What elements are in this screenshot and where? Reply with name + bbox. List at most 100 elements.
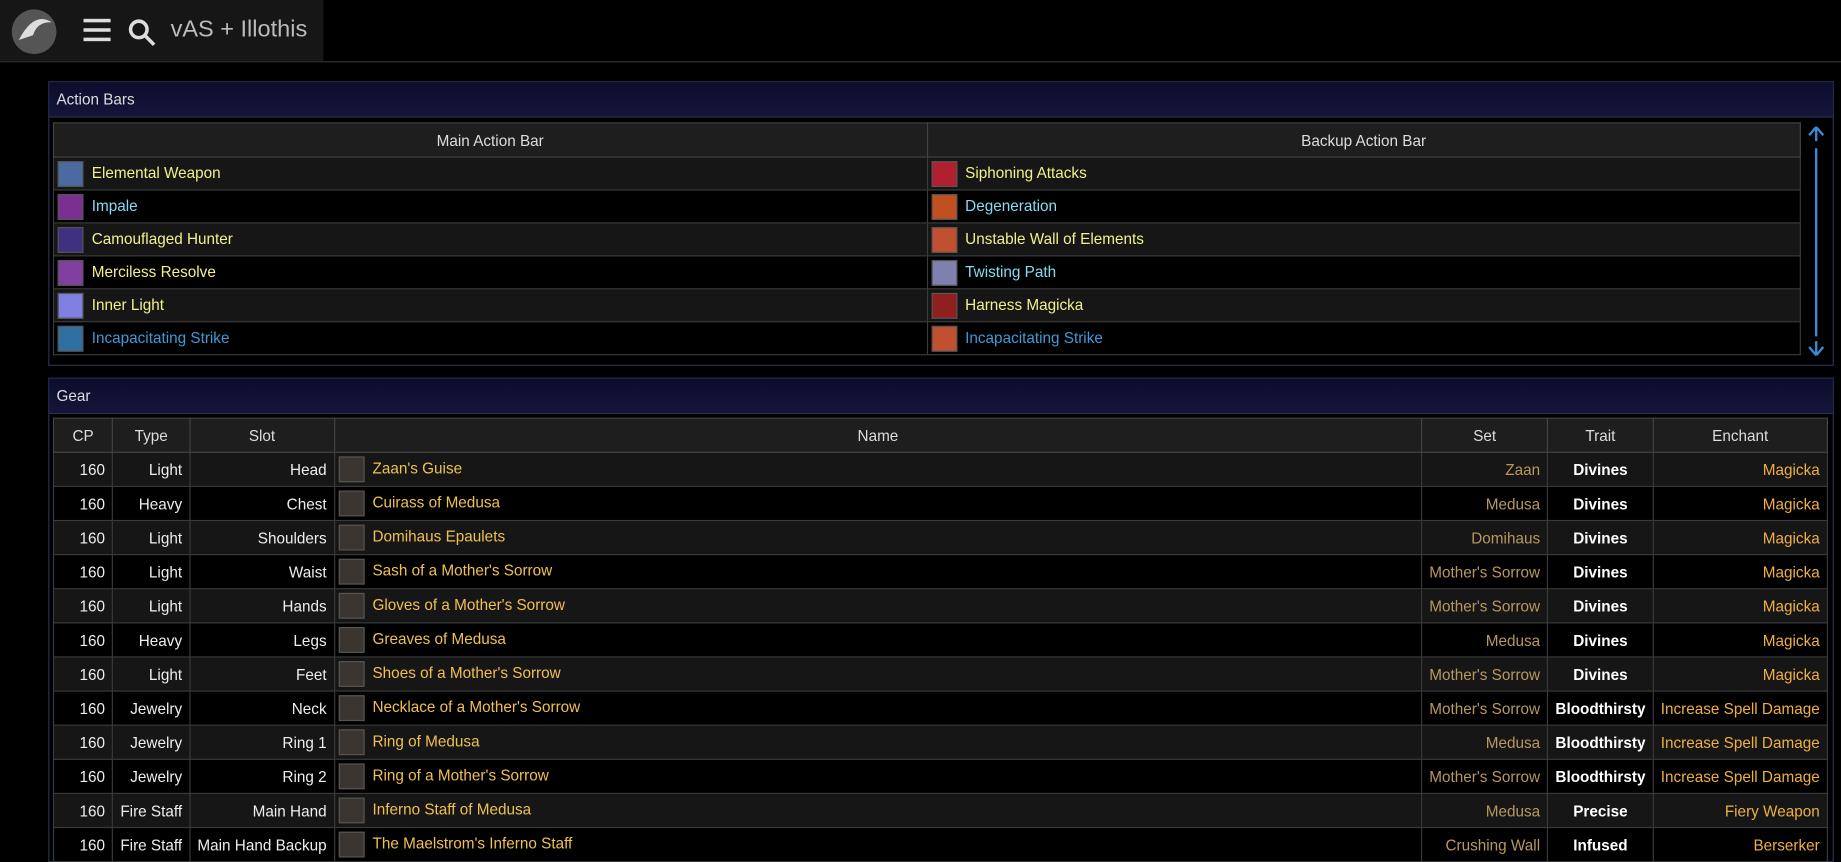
search-icon[interactable]: [128, 19, 156, 47]
item-icon: [338, 695, 365, 722]
slot-cell: Hands: [189, 588, 335, 624]
enchant-cell: Magicka: [1652, 554, 1828, 590]
trait: Divines: [1573, 596, 1628, 615]
item-icon: [338, 490, 365, 517]
action-bar-table: Main Action Bar Backup Action Bar Elementa…: [52, 122, 1801, 356]
cp: 160: [79, 665, 106, 683]
scrollbar[interactable]: [1804, 125, 1828, 360]
type-cell: Jewelry: [112, 758, 191, 795]
set: Medusa: [1485, 631, 1541, 649]
cp-cell: 160: [52, 588, 114, 624]
trait: Divines: [1573, 494, 1628, 513]
trait-cell: Divines: [1547, 588, 1654, 624]
trait-cell: Precise: [1547, 792, 1654, 829]
enchant-cell: Increase Spell Damage: [1652, 690, 1828, 726]
item-name[interactable]: Ring of Medusa: [372, 732, 480, 750]
skill-cell: Camouflaged Hunter: [52, 222, 928, 257]
slot: Chest: [286, 494, 327, 513]
cp-cell: 160: [52, 792, 114, 829]
item-name[interactable]: Sash of a Mother's Sorrow: [372, 561, 553, 580]
item-name-cell: Inferno Staff of Medusa: [333, 792, 1423, 829]
slot: Shoulders: [257, 528, 327, 547]
slot-cell: Head: [189, 451, 335, 487]
column-header: Type: [112, 417, 191, 453]
skill-name[interactable]: Incapacitating Strike: [965, 328, 1103, 346]
item-name[interactable]: Zaan's Guise: [372, 459, 463, 477]
item-icon: [338, 524, 365, 551]
skill-cell: Merciless Resolve: [52, 255, 928, 290]
item-name[interactable]: Cuirass of Medusa: [372, 493, 500, 512]
item-name-cell: Gloves of a Mother's Sorrow: [333, 588, 1423, 624]
cp-cell: 160: [52, 622, 114, 658]
set: Mother's Sorrow: [1429, 596, 1541, 615]
skill-row: Elemental Weapon Siphoning Attacks: [52, 156, 1801, 191]
slot: Legs: [293, 631, 327, 649]
skill-name[interactable]: Unstable Wall of Elements: [965, 229, 1144, 247]
slot-cell: Legs: [189, 622, 335, 658]
item-icon: [338, 831, 365, 858]
type: Light: [148, 528, 183, 547]
type: Heavy: [138, 631, 183, 649]
skill-name[interactable]: Siphoning Attacks: [965, 163, 1087, 182]
item-name-cell: Greaves of Medusa: [333, 622, 1423, 658]
trait: Divines: [1573, 665, 1628, 683]
skill-icon: [57, 193, 84, 220]
skill-name[interactable]: Elemental Weapon: [91, 163, 221, 182]
cp: 160: [79, 494, 106, 513]
header-row: CP Type Slot Name Set Trait Enchant: [52, 417, 1828, 453]
set-cell: Domihaus: [1421, 519, 1549, 556]
skill-cell: Inner Light: [52, 288, 928, 323]
skill-name[interactable]: Camouflaged Hunter: [91, 229, 233, 247]
item-name[interactable]: Shoes of a Mother's Sorrow: [372, 663, 561, 682]
set: Crushing Wall: [1445, 835, 1541, 854]
skill-icon: [57, 259, 84, 286]
column-header: CP: [52, 417, 114, 453]
gear-row: 160 Jewelry Neck Necklace of a Mother's Sor…: [52, 690, 1828, 726]
skill-name[interactable]: Degeneration: [965, 196, 1057, 215]
item-name[interactable]: The Maelstrom's Inferno Staff: [372, 834, 573, 853]
cp-cell: 160: [52, 724, 114, 760]
trait-cell: Infused: [1547, 826, 1654, 862]
item-icon: [338, 456, 365, 483]
slot: Neck: [291, 699, 327, 717]
skill-name[interactable]: Twisting Path: [965, 262, 1057, 280]
item-name[interactable]: Necklace of a Mother's Sorrow: [372, 698, 581, 716]
slot: Waist: [288, 562, 327, 581]
trait: Divines: [1573, 460, 1628, 479]
trait-cell: Bloodthirsty: [1547, 758, 1654, 795]
enchant-cell: Magicka: [1652, 451, 1828, 487]
skill-name[interactable]: Inner Light: [91, 295, 165, 313]
item-name[interactable]: Ring of a Mother's Sorrow: [372, 766, 549, 784]
item-name-cell: Zaan's Guise: [333, 451, 1423, 487]
item-name[interactable]: Inferno Staff of Medusa: [372, 800, 532, 819]
column-header: Enchant: [1652, 417, 1828, 453]
enchant-cell: Magicka: [1652, 485, 1828, 522]
item-name[interactable]: Greaves of Medusa: [372, 629, 506, 648]
type: Light: [148, 596, 183, 615]
item-name-cell: Cuirass of Medusa: [333, 485, 1423, 522]
type: Fire Staff: [120, 835, 183, 854]
skill-cell: Degeneration: [926, 189, 1801, 224]
logo[interactable]: [7, 5, 61, 59]
item-name[interactable]: Domihaus Epaulets: [372, 527, 506, 546]
skill-name[interactable]: Incapacitating Strike: [91, 328, 230, 346]
skill-name[interactable]: Harness Magicka: [965, 295, 1084, 313]
cp-cell: 160: [52, 554, 114, 590]
enchant-cell: Increase Spell Damage: [1652, 758, 1828, 795]
menu-icon[interactable]: [83, 18, 112, 44]
cp-cell: 160: [52, 690, 114, 726]
set-cell: Crushing Wall: [1421, 826, 1549, 862]
skill-name[interactable]: Merciless Resolve: [91, 262, 216, 280]
item-name[interactable]: Gloves of a Mother's Sorrow: [372, 595, 565, 614]
item-icon: [338, 592, 365, 619]
skill-name[interactable]: Impale: [91, 196, 138, 215]
gear-row: 160 Light Feet Shoes of a Mother's Sorrow Mo…: [52, 656, 1828, 692]
skill-icon: [57, 325, 84, 352]
set: Mother's Sorrow: [1429, 562, 1541, 581]
skill-row: Inner Light Harness Magicka: [52, 288, 1801, 323]
skill-icon: [57, 226, 84, 253]
skill-cell: Harness Magicka: [926, 288, 1801, 323]
slot-cell: Neck: [189, 690, 335, 726]
slot-cell: Ring 1: [189, 724, 335, 760]
cp: 160: [79, 767, 106, 786]
